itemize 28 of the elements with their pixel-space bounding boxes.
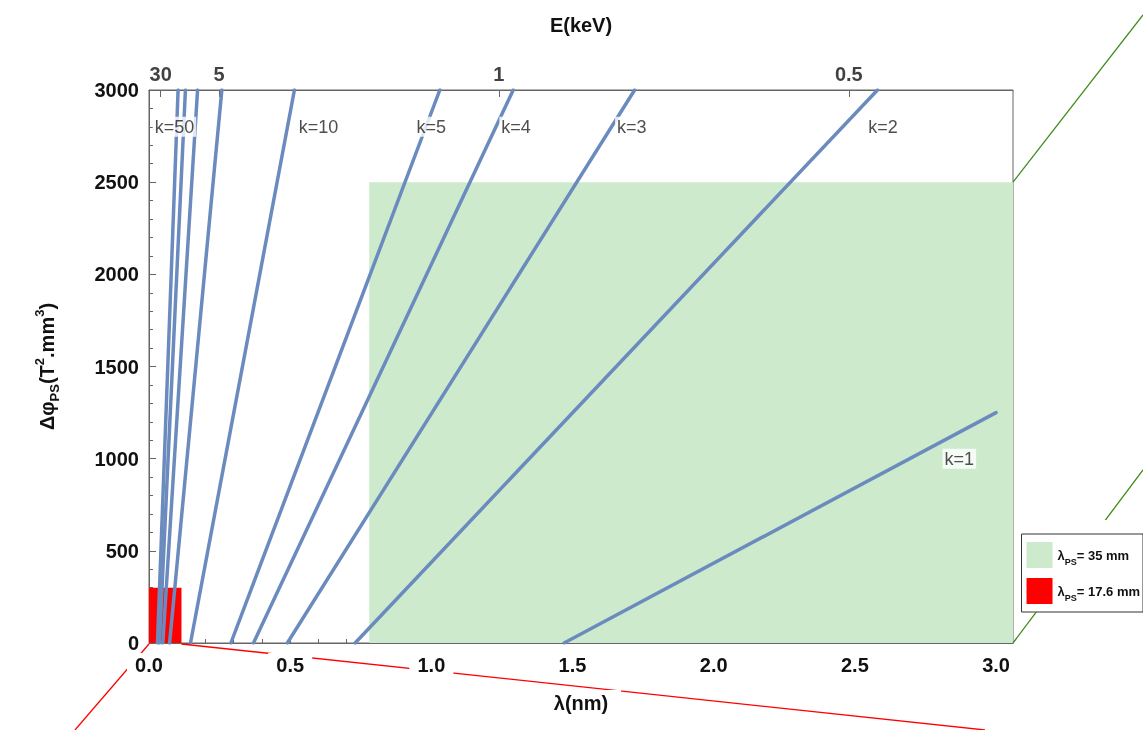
y-tick-label: 3000 [94,79,139,101]
y-tick-label: 500 [105,539,139,562]
annotation: k=5 [416,116,447,137]
x-tick-label: 2.0 [699,654,728,676]
y-tick-label: 2500 [94,171,139,194]
y-tick-label: 0 [127,632,139,654]
y-tick-label: 1000 [94,447,139,470]
annotation: k=50 [154,116,195,137]
annotation: k=4 [501,116,531,137]
annotation: k=10 [298,116,339,137]
text: 1 [493,63,505,85]
text: 30 [149,63,172,85]
text: 5 [213,63,225,85]
annotation: k=1 [944,448,975,469]
text: 0.5 [834,63,863,85]
y-axis-title: ΔφPS(T2.mm3) [32,302,62,431]
x-tick-label: 2.5 [840,654,869,676]
x-tick-label: 0.0 [135,654,163,676]
x-tick-label: 3.0 [982,654,1010,676]
y-tick-label: 1500 [94,355,139,378]
x-tick-label: 1.0 [417,654,446,676]
x2-axis-title: E(keV) [549,14,613,36]
y-tick-label: 2000 [94,263,139,286]
annotation: k=3 [617,116,647,137]
x-tick-label: 1.5 [558,654,587,676]
annotation: k=2 [868,116,898,137]
x-axis-title: λ(nm) [553,692,609,714]
x-tick-label: 0.5 [276,654,305,676]
